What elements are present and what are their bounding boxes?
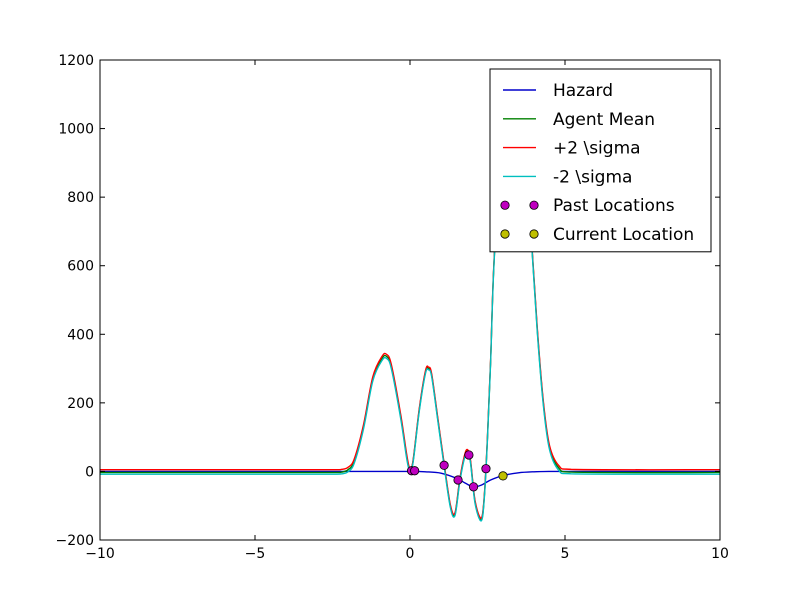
marker-past-locations bbox=[468, 482, 479, 492]
x-tick-label: 10 bbox=[711, 546, 729, 562]
x-tick-label: 0 bbox=[406, 546, 415, 562]
y-tick-label: 200 bbox=[67, 396, 94, 412]
series-layer bbox=[100, 85, 720, 522]
legend-label-agent-mean: Agent Mean bbox=[553, 110, 655, 130]
legend-box bbox=[489, 68, 712, 253]
x-tick-label: −5 bbox=[245, 546, 266, 562]
legend: Hazard Agent Mean +2 \sigma -2 \sigma Past L… bbox=[489, 68, 712, 253]
legend-swatch-current-location bbox=[500, 229, 510, 239]
x-tick-label: 5 bbox=[561, 546, 570, 562]
legend-swatch-past-locations bbox=[500, 200, 510, 210]
marker-past-locations bbox=[481, 464, 491, 474]
legend-swatch-current-location bbox=[529, 229, 539, 239]
y-tick-label: 800 bbox=[67, 190, 94, 206]
y-tick-label: 600 bbox=[67, 259, 94, 275]
legend-label-2-sigma: +2 \sigma bbox=[553, 139, 641, 159]
legend-label-current-location: Current Location bbox=[553, 225, 694, 245]
legend-label-hazard: Hazard bbox=[553, 81, 613, 101]
marker-past-locations bbox=[410, 466, 420, 476]
marker-past-locations bbox=[453, 475, 463, 485]
legend-swatch-past-locations bbox=[529, 200, 539, 210]
legend-label-past-locations: Past Locations bbox=[553, 196, 675, 216]
y-tick-label: 1000 bbox=[58, 122, 94, 138]
y-tick-label: 0 bbox=[85, 464, 94, 480]
x-tick-label: −10 bbox=[85, 546, 115, 562]
y-tick-label: 400 bbox=[67, 327, 94, 343]
marker-past-locations bbox=[439, 460, 449, 470]
marker-current-location bbox=[498, 471, 508, 481]
y-tick-label: 1200 bbox=[58, 53, 94, 69]
marker-past-locations bbox=[464, 450, 474, 460]
y-tick-label: −200 bbox=[56, 533, 94, 549]
ticks-layer: −10 −5 0 5 10 −200 0 200 400 600 800 1000 1200 bbox=[56, 53, 729, 562]
legend-label-2-sigma: -2 \sigma bbox=[553, 167, 632, 187]
